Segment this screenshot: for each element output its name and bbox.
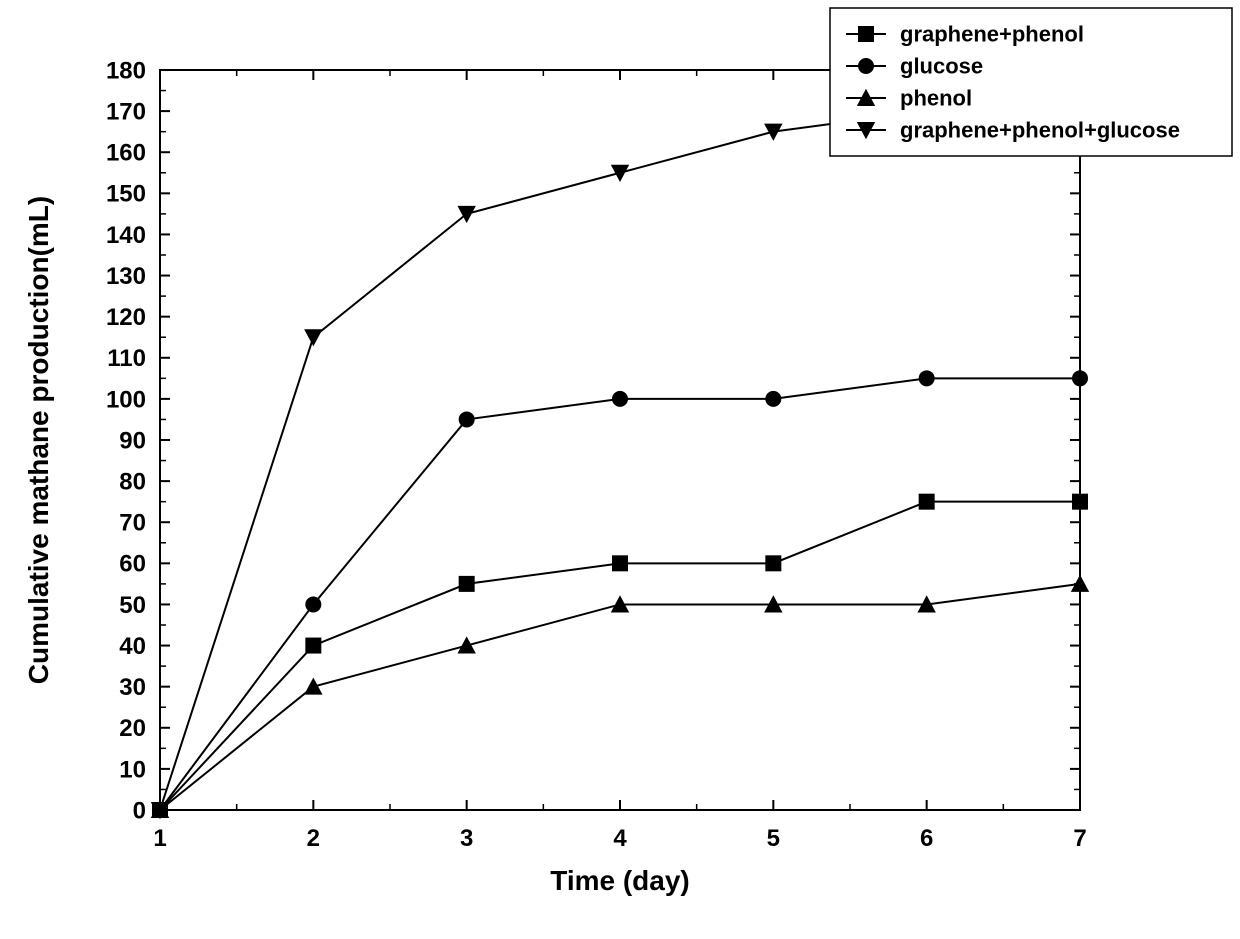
- x-axis-label: Time (day): [550, 865, 690, 896]
- y-tick-label: 70: [119, 510, 146, 537]
- y-tick-label: 110: [107, 345, 146, 372]
- x-tick-label: 1: [153, 825, 166, 852]
- data-point: [1072, 494, 1088, 510]
- y-tick-label: 100: [106, 386, 146, 413]
- chart-container: 1234567010203040506070809010011012013014…: [0, 0, 1240, 939]
- x-tick-label: 4: [613, 825, 627, 852]
- y-tick-label: 10: [119, 756, 146, 783]
- legend-marker-icon: [858, 26, 874, 42]
- x-tick-label: 6: [920, 825, 933, 852]
- data-point: [919, 494, 935, 510]
- data-point: [459, 411, 475, 427]
- y-tick-label: 150: [106, 181, 146, 208]
- methane-chart: 1234567010203040506070809010011012013014…: [0, 0, 1240, 939]
- y-tick-label: 20: [119, 715, 146, 742]
- y-tick-label: 30: [119, 674, 146, 701]
- data-point: [765, 391, 781, 407]
- y-tick-label: 50: [119, 592, 146, 619]
- data-point: [1072, 370, 1088, 386]
- y-tick-label: 60: [119, 551, 146, 578]
- data-point: [612, 555, 628, 571]
- y-tick-label: 160: [106, 140, 146, 167]
- y-tick-label: 90: [119, 427, 146, 454]
- y-tick-label: 180: [106, 57, 146, 84]
- data-point: [612, 391, 628, 407]
- y-tick-label: 140: [106, 222, 146, 249]
- legend-label: graphene+phenol: [900, 22, 1084, 47]
- data-point: [459, 576, 475, 592]
- data-point: [919, 370, 935, 386]
- x-tick-label: 7: [1073, 825, 1086, 852]
- x-tick-label: 5: [767, 825, 780, 852]
- legend-label: glucose: [900, 54, 983, 79]
- y-tick-label: 80: [119, 469, 146, 496]
- legend-label: phenol: [900, 86, 972, 111]
- x-tick-label: 3: [460, 825, 473, 852]
- y-tick-label: 40: [119, 633, 146, 660]
- legend-marker-icon: [858, 58, 874, 74]
- y-axis-label: Cumulative mathane production(mL): [23, 196, 54, 684]
- data-point: [305, 638, 321, 654]
- y-tick-label: 0: [133, 797, 146, 824]
- y-tick-label: 130: [106, 263, 146, 290]
- x-tick-label: 2: [307, 825, 320, 852]
- legend-label: graphene+phenol+glucose: [900, 118, 1180, 143]
- y-tick-label: 120: [106, 304, 146, 331]
- data-point: [765, 555, 781, 571]
- y-tick-label: 170: [106, 99, 146, 126]
- legend: graphene+phenol glucose phenol graphene+phe…: [830, 8, 1232, 156]
- data-point: [305, 596, 321, 612]
